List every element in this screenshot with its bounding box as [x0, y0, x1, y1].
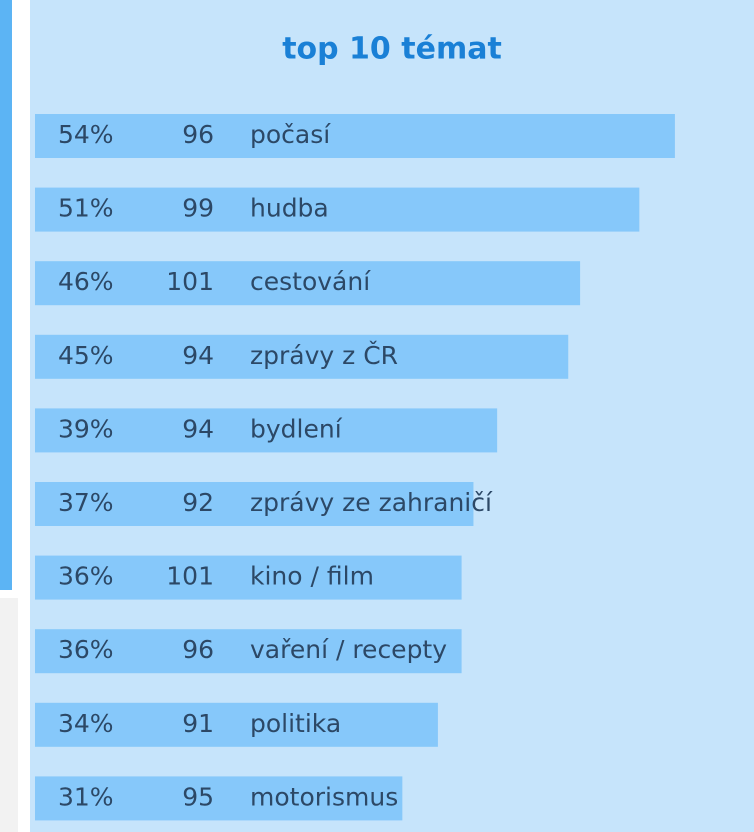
bar — [35, 334, 569, 379]
category-label: zprávy ze zahraničí — [250, 488, 493, 517]
bar — [35, 261, 581, 306]
count-label: 99 — [182, 194, 214, 223]
bar — [35, 187, 640, 232]
bar — [35, 629, 462, 674]
bar — [35, 482, 474, 526]
category-label: zprávy z ČR — [250, 340, 398, 370]
value-label: 54% — [58, 120, 114, 149]
category-label: vaření / recepty — [250, 635, 447, 664]
bar — [35, 114, 675, 158]
side-strip — [0, 0, 12, 590]
count-label: 101 — [166, 562, 214, 591]
chart-title: top 10 témat — [282, 32, 502, 67]
category-label: hudba — [250, 194, 329, 223]
count-label: 95 — [182, 782, 214, 811]
category-label: bydlení — [250, 414, 343, 443]
bar — [35, 702, 438, 747]
bar — [35, 408, 498, 453]
value-label: 31% — [58, 782, 114, 811]
category-label: cestování — [250, 267, 371, 296]
value-label: 34% — [58, 709, 114, 738]
category-label: počasí — [250, 120, 331, 149]
value-label: 36% — [58, 562, 114, 591]
value-label: 36% — [58, 635, 114, 664]
value-label: 39% — [58, 414, 114, 443]
value-label: 46% — [58, 267, 114, 296]
count-label: 92 — [182, 488, 214, 517]
count-label: 94 — [182, 414, 214, 443]
category-label: kino / film — [250, 562, 374, 591]
side-panel — [0, 598, 18, 832]
count-label: 96 — [182, 120, 214, 149]
bar — [35, 776, 403, 821]
value-label: 37% — [58, 488, 114, 517]
count-label: 96 — [182, 635, 214, 664]
count-label: 91 — [182, 709, 214, 738]
count-label: 94 — [182, 341, 214, 370]
category-label: motorismus — [250, 782, 398, 811]
value-label: 45% — [58, 341, 114, 370]
bar — [35, 555, 462, 600]
category-label: politika — [250, 709, 341, 738]
count-label: 101 — [166, 267, 214, 296]
value-label: 51% — [58, 194, 114, 223]
